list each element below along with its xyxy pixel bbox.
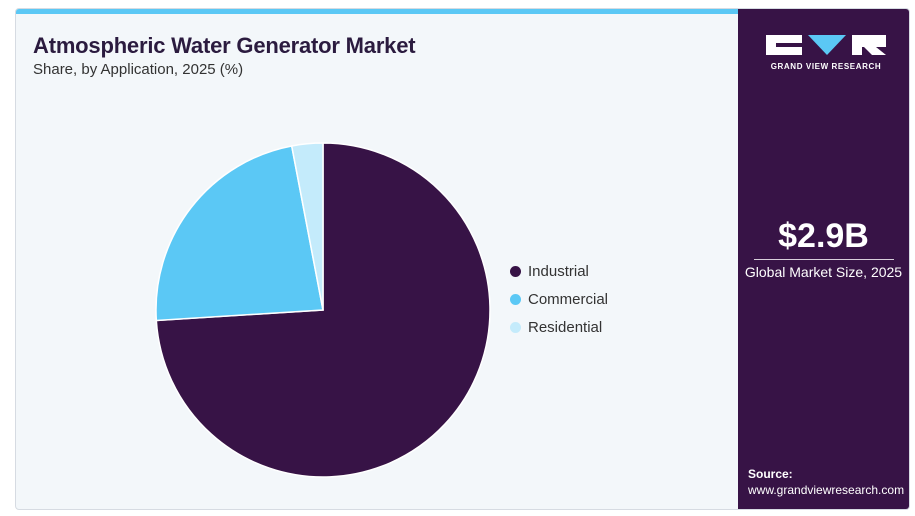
chart-legend: Industrial Commercial Residential xyxy=(510,257,608,341)
brand-name: GRAND VIEW RESEARCH xyxy=(770,62,882,71)
pie-slice-residential xyxy=(290,142,324,311)
legend-label-commercial: Commercial xyxy=(528,290,609,308)
pie-chart xyxy=(155,142,491,478)
pie-slice-commercial xyxy=(155,145,324,322)
legend-swatch-industrial xyxy=(510,265,521,277)
market-size-value: $2.9B xyxy=(778,217,869,255)
market-size-label: Global Market Size, 2025 xyxy=(744,264,903,280)
grand-view-research-logo-icon xyxy=(766,35,886,55)
brand-logo: GRAND VIEW RESEARCH xyxy=(764,33,888,71)
legend-item-commercial: Commercial xyxy=(510,285,608,313)
sidebar-panel: GRAND VIEW RESEARCH $2.9B Global Market … xyxy=(738,9,909,509)
legend-swatch-residential xyxy=(510,321,521,333)
legend-swatch-commercial xyxy=(510,293,521,305)
chart-subtitle: Share, by Application, 2025 (%) xyxy=(33,61,244,78)
legend-label-industrial: Industrial xyxy=(528,262,589,280)
chart-panel: Atmospheric Water Generator Market Share… xyxy=(16,9,738,509)
legend-item-industrial: Industrial xyxy=(510,257,608,285)
chart-title: Atmospheric Water Generator Market xyxy=(33,33,416,58)
accent-bar xyxy=(16,9,738,14)
divider xyxy=(754,259,894,260)
legend-item-residential: Residential xyxy=(510,313,608,341)
chart-card: Atmospheric Water Generator Market Share… xyxy=(15,8,910,510)
legend-label-residential: Residential xyxy=(528,318,603,336)
source-label: Source: xyxy=(748,467,793,481)
source-url: www.grandviewresearch.com xyxy=(748,483,905,497)
